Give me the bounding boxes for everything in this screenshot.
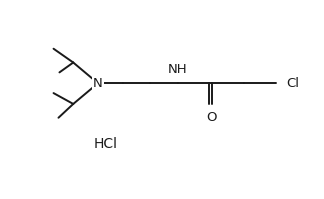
Text: Cl: Cl [286, 77, 299, 90]
Text: NH: NH [168, 63, 188, 76]
Text: N: N [93, 77, 103, 90]
Text: O: O [206, 111, 216, 124]
Text: HCl: HCl [94, 137, 118, 151]
